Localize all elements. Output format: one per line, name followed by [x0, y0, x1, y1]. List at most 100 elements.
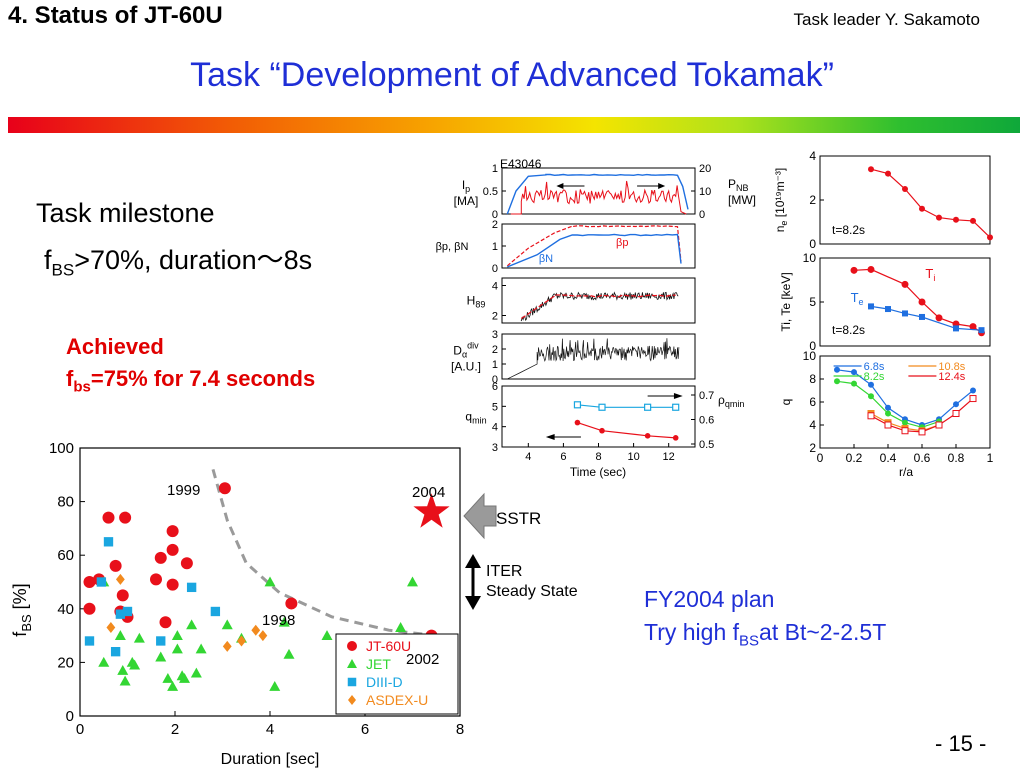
- iter-arrow-up-icon: [465, 554, 481, 568]
- qmin-point: [574, 419, 581, 426]
- jet-point: [195, 643, 207, 654]
- q-profile-point: [868, 381, 874, 388]
- diii-d-point: [210, 606, 221, 617]
- ne-profile-point: [885, 170, 891, 177]
- trace-y-tick-label: 2: [492, 311, 498, 323]
- diii-d-point: [96, 577, 107, 587]
- h89-smooth-trace: [520, 294, 676, 319]
- plan-f-subscript: BS: [739, 632, 760, 650]
- trace-panel-frame: [501, 333, 696, 380]
- jet-point: [278, 616, 290, 627]
- d-alpha-trace: [507, 338, 680, 380]
- trace-right-unit: [MW]: [728, 193, 756, 207]
- trace-x-tick-label: 10: [627, 451, 639, 463]
- profile-y-tick-label: 10: [803, 251, 817, 265]
- milestone-title: Task milestone: [36, 198, 215, 228]
- trace-panel-unit: [MA]: [454, 194, 479, 208]
- trace-panel-label-subscript: min: [472, 416, 487, 426]
- trace-panel-label: qmin: [465, 410, 486, 426]
- ne-axis-label-symbol: n: [773, 226, 787, 233]
- trace-y-tick-label: 1: [492, 241, 498, 253]
- q-profile-point: [834, 378, 840, 385]
- profile-y-tick-label: 10: [803, 349, 817, 363]
- temperature-series-label: Ti: [925, 266, 935, 283]
- legend-marker: [347, 641, 357, 651]
- trace-y-tick-label: 4: [492, 422, 498, 434]
- trace-panel-frame: [501, 277, 696, 324]
- q-profile-point: [868, 393, 874, 400]
- scatter-y-tick-label: 60: [57, 547, 74, 564]
- trace-y-tick-label: 3: [492, 442, 498, 454]
- plan-title: FY2004 plan: [644, 586, 775, 612]
- trace-right-tick-label: 10: [699, 186, 711, 198]
- jt-60u-point: [166, 578, 179, 591]
- trace-panel-label-symbol: H: [467, 294, 476, 308]
- trace-panel-label-symbol: D: [453, 344, 462, 358]
- jet-point: [133, 632, 145, 643]
- te-profile-point: [868, 303, 874, 310]
- profile-y-tick-label: 0: [809, 339, 816, 353]
- q-profile-point: [884, 421, 892, 429]
- jt-60u-point: [83, 602, 96, 615]
- trace-right-tick-label: 0: [699, 209, 705, 221]
- profile-y-tick-label: 2: [809, 193, 816, 207]
- trace-y-tick-label: 4: [492, 281, 498, 293]
- rho-qmin-point: [672, 403, 680, 411]
- milestone-f-symbol: f: [44, 245, 52, 275]
- q-profile-point: [935, 421, 943, 429]
- trace-x-tick-label: 6: [560, 451, 566, 463]
- jet-point: [190, 667, 202, 678]
- trace-panel-label-subscript: p: [465, 184, 470, 194]
- ne-axis-label-subscript: e: [779, 221, 789, 226]
- q-profile-point: [885, 404, 891, 411]
- ti-profile-point: [867, 265, 875, 273]
- trace-right-label: ρqmin: [718, 393, 744, 409]
- scatter-trend-line: [211, 468, 437, 638]
- profile-y-tick-label: 8: [809, 372, 816, 386]
- profile-y-tick-label: 2: [809, 441, 816, 455]
- legend-label: JET: [366, 656, 391, 672]
- beta-n-trace: [507, 233, 682, 268]
- rainbow-divider: [8, 117, 1020, 133]
- te-profile-point: [919, 313, 925, 320]
- plan-detail: Try high fBSat Bt~2-2.5T: [644, 619, 886, 650]
- trace-y-tick-label: 2: [492, 344, 498, 356]
- beta-n-label: βN: [539, 253, 553, 265]
- trace-y-tick-label: 1: [492, 359, 498, 371]
- jet-point: [264, 576, 276, 587]
- jet-point: [117, 664, 129, 675]
- task-leader: Task leader Y. Sakamoto: [793, 10, 981, 29]
- trace-right-tick-label: 20: [699, 163, 711, 175]
- ne-profile-point: [936, 214, 942, 221]
- jt-60u-point: [109, 559, 122, 572]
- milestone-detail: fBS>70%, duration～8s: [44, 238, 312, 280]
- jt-60u-point: [154, 551, 167, 564]
- temperature-profile-line: [853, 268, 982, 334]
- profile-axis-label: Ti, Te [keV]: [779, 272, 793, 331]
- trace-panel-label-symbol: I: [462, 178, 465, 192]
- nb-arrowhead-icon: [658, 183, 666, 189]
- jet-point: [171, 643, 183, 654]
- scatter-y-label-subscript: BS: [19, 614, 34, 632]
- ne-profile-point: [970, 217, 976, 224]
- trace-right-label-subscript: NB: [736, 183, 749, 193]
- iter-arrow-down-icon: [465, 596, 481, 610]
- scatter-y-tick-label: 0: [66, 708, 74, 725]
- jet-point: [119, 675, 131, 686]
- legend-label: ASDEX-U: [366, 692, 428, 708]
- sstr-arrow-icon: [463, 492, 497, 540]
- jet-point: [171, 630, 183, 640]
- target-2004-star-icon: [413, 493, 450, 528]
- trace-panel-frame: [501, 385, 696, 448]
- trace-y-tick-label: 0: [492, 209, 498, 221]
- diii-d-point: [122, 606, 133, 617]
- jt-60u-point: [102, 511, 115, 524]
- te-profile-point: [885, 306, 891, 313]
- trace-y-tick-label: 6: [492, 381, 498, 393]
- jt-60u-point: [166, 525, 179, 538]
- beta-p-label: βp: [616, 237, 628, 249]
- ne-axis-label-unit: [10¹⁹m⁻³]: [773, 168, 787, 221]
- q-legend-label: 8.2s: [864, 371, 885, 383]
- plan-detail-text: at Bt~2-2.5T: [759, 619, 887, 645]
